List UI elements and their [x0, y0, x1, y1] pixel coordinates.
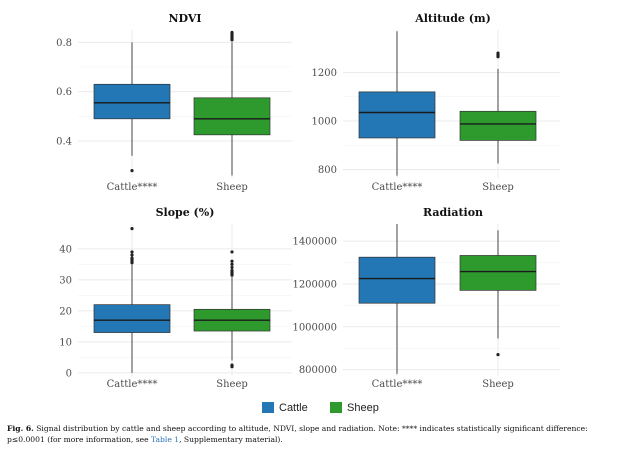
panel-title-altitude: Altitude (m)	[414, 12, 491, 25]
plot-area-ndvi: 0.4 0.6 0.8	[56, 30, 292, 178]
plot-area-radiation: 800000 1000000 1200000 1400000	[292, 224, 560, 376]
x-label-sheep: Sheep	[216, 182, 248, 193]
x-label-cattle: Cattle****	[372, 379, 423, 390]
y-tick-label: 0.8	[56, 38, 72, 49]
y-tick-label: 0.6	[56, 87, 72, 98]
caption-label: Fig. 6.	[7, 424, 34, 433]
panel-title-radiation: Radiation	[423, 206, 483, 219]
y-tick-label: 0.4	[56, 137, 72, 148]
y-tick-label: 0	[66, 368, 72, 379]
cattle-outlier-point	[130, 169, 134, 173]
cattle-outlier-point	[130, 256, 134, 260]
plot-area-slope: 0 10 20 30 40	[59, 224, 292, 379]
cattle-outlier-point	[130, 253, 134, 257]
sheep-box	[193, 97, 271, 136]
cattle-outlier-point	[130, 227, 134, 231]
y-tick-label: 1000	[312, 116, 337, 127]
sheep-outlier-point	[230, 250, 234, 254]
y-tick-label: 10	[59, 337, 72, 348]
x-label-cattle: Cattle****	[107, 379, 158, 390]
y-tick-label: 20	[59, 306, 72, 317]
x-label-sheep: Sheep	[482, 182, 514, 193]
y-tick-label: 1200	[312, 68, 337, 79]
sheep-box	[459, 255, 537, 291]
x-label-sheep: Sheep	[482, 379, 514, 390]
figure-caption: Fig. 6. Signal distribution by cattle an…	[7, 424, 615, 445]
cattle-box	[358, 256, 436, 304]
panel-title-slope: Slope (%)	[156, 206, 215, 219]
legend: Cattle Sheep	[262, 402, 379, 414]
y-tick-label: 40	[59, 244, 72, 255]
cattle-outlier-point	[130, 250, 134, 254]
sheep-box	[459, 110, 537, 141]
x-label-cattle: Cattle****	[372, 182, 423, 193]
y-tick-label: 1200000	[292, 279, 337, 290]
y-tick-label: 800000	[299, 365, 337, 376]
caption-tail: , Supplementary material).	[179, 434, 283, 444]
legend-label-sheep: Sheep	[347, 402, 379, 414]
legend-swatch-cattle	[262, 402, 274, 413]
sheep-outlier-point	[230, 363, 234, 367]
plot-area-altitude: 800 1000 1200	[312, 30, 560, 178]
panel-title-ndvi: NDVI	[168, 12, 201, 25]
cattle-box	[93, 304, 171, 333]
sheep-outlier-point	[496, 352, 500, 357]
caption-text: Signal distribution by cattle and sheep …	[7, 424, 588, 444]
cattle-box	[93, 83, 171, 120]
y-tick-label: 1400000	[292, 237, 337, 248]
sheep-outlier-point	[496, 51, 500, 55]
sheep-outlier-point	[230, 259, 234, 263]
legend-label-cattle: Cattle	[279, 402, 308, 414]
table-1-link[interactable]: Table 1	[151, 434, 180, 444]
sheep-outlier-point	[230, 268, 234, 273]
figure-canvas: NDVI 0.4 0.6 0.8 Cattle**** Sheep Altitude…	[56, 12, 560, 414]
sheep-outlier-point	[230, 265, 234, 270]
sheep-outlier-point	[230, 30, 234, 35]
y-tick-label: 30	[59, 275, 72, 286]
sheep-outlier-point	[230, 262, 234, 266]
cattle-box	[358, 91, 436, 139]
y-tick-label: 800	[318, 165, 337, 176]
x-label-sheep: Sheep	[216, 379, 248, 390]
y-tick-label: 1000000	[292, 322, 337, 333]
legend-swatch-sheep	[330, 402, 342, 413]
x-label-cattle: Cattle****	[107, 182, 158, 193]
